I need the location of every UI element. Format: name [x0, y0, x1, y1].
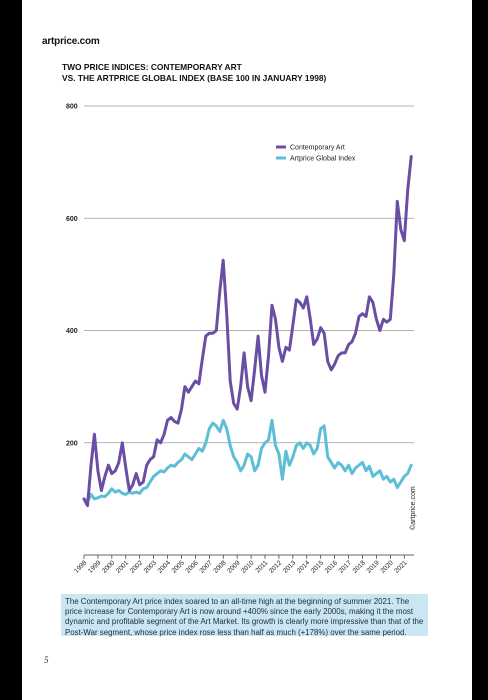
- chart-title: TWO PRICE INDICES: CONTEMPORARY ART VS. …: [62, 62, 402, 83]
- report-page: [22, 0, 472, 700]
- chart-title-line-2: VS. THE ARTPRICE GLOBAL INDEX (BASE 100 …: [62, 72, 327, 83]
- y-tick-label-400: 400: [66, 328, 78, 335]
- y-tick-label-200: 200: [66, 440, 78, 447]
- x-tick-label-2018: 2018: [352, 559, 368, 575]
- x-tick-label-2013: 2013: [282, 559, 298, 575]
- legend-label-global-index: Artprice Global Index: [290, 156, 356, 163]
- x-tick-label-2009: 2009: [226, 559, 242, 575]
- legend: Contemporary Art Artprice Global Index: [276, 145, 356, 163]
- x-tick-label-2021: 2021: [393, 559, 409, 575]
- x-tick-label-2003: 2003: [143, 559, 159, 575]
- grid-lines: [84, 105, 414, 444]
- x-tick-label-2005: 2005: [171, 559, 187, 575]
- chart-caption: The Contemporary Art price index soared …: [61, 594, 428, 637]
- x-tick-label-2011: 2011: [254, 559, 269, 574]
- x-tick-label-2007: 2007: [198, 559, 214, 575]
- x-tick-label-2020: 2020: [379, 559, 395, 575]
- chart-title-line-1: TWO PRICE INDICES: CONTEMPORARY ART: [62, 62, 242, 72]
- x-axis-ticks: 1998199920002001200220032004200520062007…: [73, 555, 409, 575]
- x-tick-label-2014: 2014: [296, 559, 312, 575]
- caption-text: The Contemporary Art price index soared …: [65, 597, 424, 637]
- x-tick-label-2008: 2008: [212, 559, 228, 575]
- x-tick-label-2019: 2019: [365, 559, 381, 575]
- x-tick-label-1999: 1999: [87, 559, 103, 575]
- x-tick-label-2002: 2002: [129, 559, 145, 575]
- x-tick-label-2012: 2012: [268, 559, 284, 575]
- logo-text: artprice.com: [42, 36, 100, 47]
- series-lines: [82, 155, 413, 508]
- x-tick-label-2017: 2017: [338, 559, 354, 575]
- series-line-global-index: [82, 418, 413, 504]
- x-tick-label-2006: 2006: [184, 559, 200, 575]
- x-tick-label-2000: 2000: [101, 559, 117, 575]
- artprice-logo: artprice.com: [42, 36, 100, 47]
- y-tick-label-600: 600: [66, 216, 78, 223]
- x-tick-label-1998: 1998: [73, 559, 89, 575]
- x-tick-label-2016: 2016: [324, 559, 340, 575]
- y-axis-ticks: 200 400 600 800: [66, 104, 78, 448]
- x-tick-label-2015: 2015: [310, 559, 326, 575]
- legend-label-contemporary-art: Contemporary Art: [290, 145, 345, 152]
- series-line-contemporary-art: [82, 155, 413, 508]
- x-tick-label-2004: 2004: [157, 559, 173, 575]
- x-tick-label-2010: 2010: [240, 559, 256, 575]
- x-tick-label-2001: 2001: [115, 559, 131, 575]
- page-number: 5: [44, 655, 49, 665]
- y-tick-label-800: 800: [66, 104, 78, 111]
- watermark-text: ©artprice.com: [409, 486, 417, 530]
